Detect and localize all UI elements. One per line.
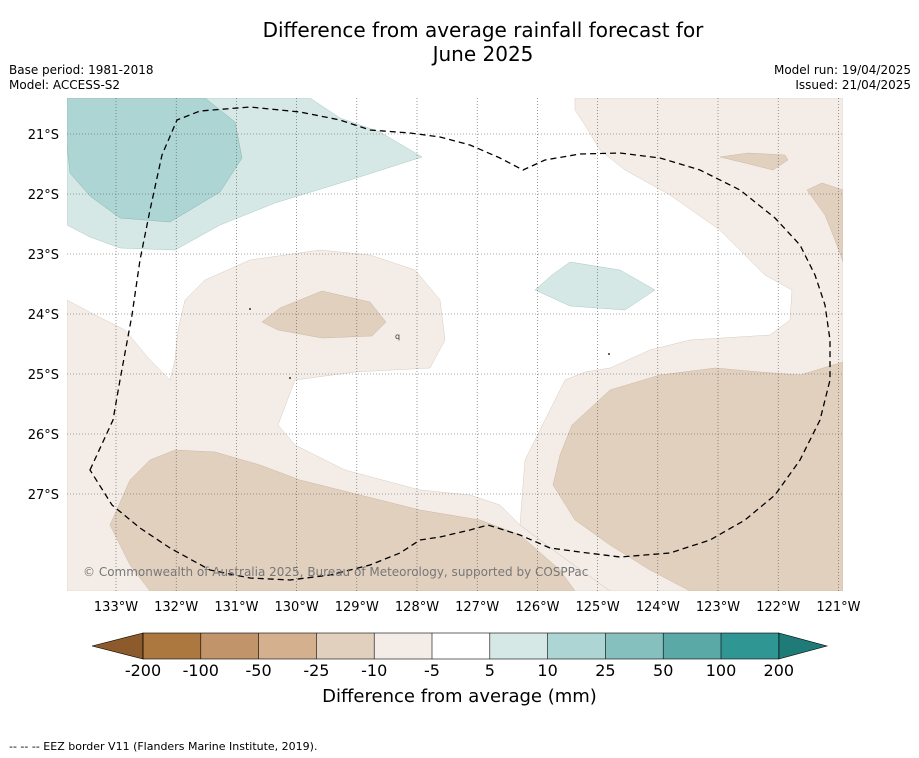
latitude-label: 25°S	[28, 368, 59, 383]
latitude-labels: 21°S 22°S 23°S 24°S 25°S 26°S 27°S	[28, 128, 59, 503]
colorbar-tick-label: -25	[303, 661, 329, 680]
colorbar: -200 -100 -50 -25 -10 -5 5 10 25 50 100 200	[91, 632, 829, 680]
title-line-1: Difference from average rainfall forecas…	[262, 18, 704, 42]
gridlines	[67, 98, 843, 591]
longitude-label: 126°W	[515, 600, 559, 615]
legend-title: Difference from average (mm)	[322, 686, 597, 707]
latitude-label: 21°S	[28, 128, 59, 143]
speck-3	[289, 377, 291, 379]
anomaly-region-brown-southeast	[552, 361, 843, 591]
base-period: Base period: 1981-2018	[9, 63, 154, 77]
colorbar-segment	[663, 633, 721, 659]
longitude-label: 130°W	[275, 600, 319, 615]
eez-border	[89, 106, 831, 581]
eez-footnote: -- -- -- EEZ border V11 (Flanders Marine…	[9, 740, 318, 753]
issued-date: Issued: 21/04/2025	[795, 78, 911, 92]
longitude-label: 128°W	[395, 600, 439, 615]
colorbar-segment	[721, 633, 779, 659]
speck-4: q	[395, 332, 400, 341]
longitude-label: 121°W	[816, 600, 860, 615]
colorbar-tick-label: 200	[764, 661, 795, 680]
longitude-label: 132°W	[154, 600, 198, 615]
rainfall-map: q	[67, 98, 843, 591]
colorbar-segment	[432, 633, 490, 659]
longitude-label: 122°W	[756, 600, 800, 615]
anomaly-region-teal-north	[67, 98, 243, 223]
colorbar-segment	[374, 633, 432, 659]
longitude-labels: 133°W 132°W 131°W 130°W 129°W 128°W 127°W 126°W…	[94, 600, 861, 615]
colorbar-segment	[258, 633, 317, 659]
colorbar-tick-label: 5	[485, 661, 495, 680]
copyright-notice: © Commonwealth of Australia 2025, Bureau…	[83, 565, 589, 579]
colorbar-tick-label: 10	[537, 661, 557, 680]
longitude-label: 124°W	[636, 600, 680, 615]
latitude-label: 27°S	[28, 488, 59, 503]
colorbar-tick-label: -200	[125, 661, 161, 680]
longitude-label: 127°W	[455, 600, 499, 615]
colorbar-segment	[316, 633, 375, 659]
longitude-label: 125°W	[576, 600, 620, 615]
meta-right: Model run: 19/04/2025 Issued: 21/04/2025	[774, 63, 911, 93]
colorbar-tick-label: 100	[706, 661, 737, 680]
colorbar-segment	[143, 633, 201, 659]
colorbar-segment	[547, 633, 606, 659]
colorbar-tick-label: 25	[595, 661, 615, 680]
anomaly-region-brown-east-edge	[806, 182, 843, 263]
latitude-label: 22°S	[28, 188, 59, 203]
colorbar-segment	[605, 633, 664, 659]
anomaly-region-brown-northeast	[719, 152, 789, 171]
latitude-label: 23°S	[28, 248, 59, 263]
colorbar-extend-high	[778, 632, 829, 660]
meta-left: Base period: 1981-2018 Model: ACCESS-S2	[9, 63, 154, 93]
longitude-label: 131°W	[214, 600, 258, 615]
colorbar-tick-label: -50	[246, 661, 272, 680]
colorbar-tick-label: -5	[424, 661, 440, 680]
anomaly-region-light-teal-east	[534, 261, 656, 311]
chart-title: Difference from average rainfall forecas…	[0, 18, 919, 66]
colorbar-segment	[200, 633, 259, 659]
model-name: Model: ACCESS-S2	[9, 78, 121, 92]
colorbar-segment	[489, 633, 548, 659]
anomaly-region-brown-southwest	[109, 449, 576, 591]
speck-1	[249, 308, 251, 310]
latitude-label: 24°S	[28, 308, 59, 323]
longitude-label: 123°W	[696, 600, 740, 615]
model-run: Model run: 19/04/2025	[773, 63, 911, 77]
longitude-label: 129°W	[335, 600, 379, 615]
colorbar-tick-label: -100	[183, 661, 219, 680]
anomaly-region-brown-center	[261, 290, 387, 339]
colorbar-tick-label: 50	[653, 661, 673, 680]
longitude-label: 133°W	[94, 600, 138, 615]
speck-2	[608, 353, 610, 355]
latitude-label: 26°S	[28, 428, 59, 443]
colorbar-extend-low	[91, 632, 144, 660]
colorbar-tick-label: -10	[361, 661, 387, 680]
title-line-2: June 2025	[432, 42, 534, 66]
